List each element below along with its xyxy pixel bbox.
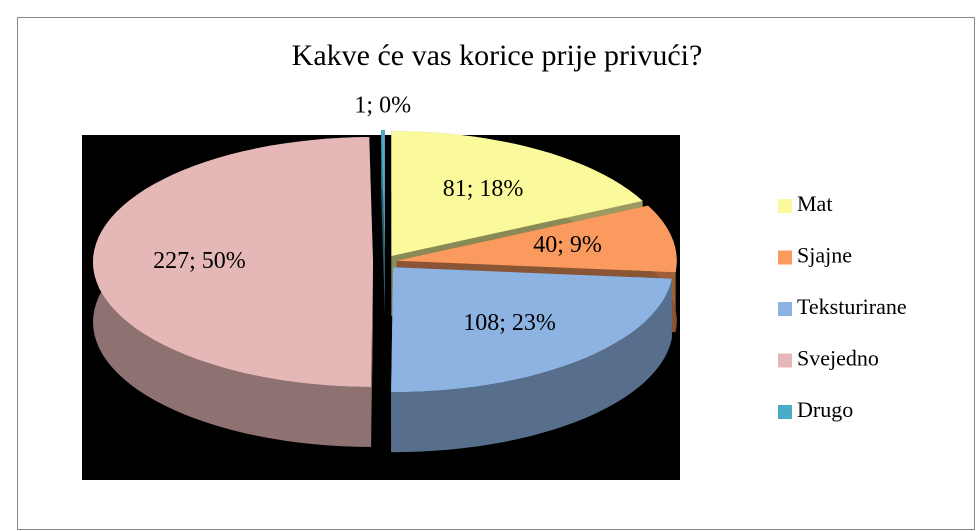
legend-label: Svejedno (797, 346, 879, 371)
legend-swatch (778, 250, 792, 265)
data-label: 227; 50% (153, 248, 246, 274)
legend-swatch (778, 353, 792, 368)
legend-swatch (778, 405, 792, 419)
chart-title: Kakve će vas korice prije privući? (292, 39, 703, 72)
slice (391, 131, 643, 257)
data-label: 1; 0% (354, 93, 411, 119)
legend-swatch (778, 199, 792, 213)
slice (396, 205, 677, 273)
slice-wall (371, 262, 373, 447)
data-label: 108; 23% (463, 310, 556, 336)
legend-swatch (778, 302, 792, 316)
data-label: 81; 18% (443, 176, 524, 202)
slice-side (391, 278, 672, 453)
data-label: 40; 9% (533, 232, 602, 258)
legend-label: Teksturirane (797, 294, 907, 319)
slice (391, 267, 672, 393)
slice (93, 137, 373, 387)
legend-label: Mat (797, 191, 832, 216)
legend-label: Drugo (797, 397, 853, 422)
legend-label: Sjajne (797, 243, 852, 268)
slice (381, 130, 385, 255)
